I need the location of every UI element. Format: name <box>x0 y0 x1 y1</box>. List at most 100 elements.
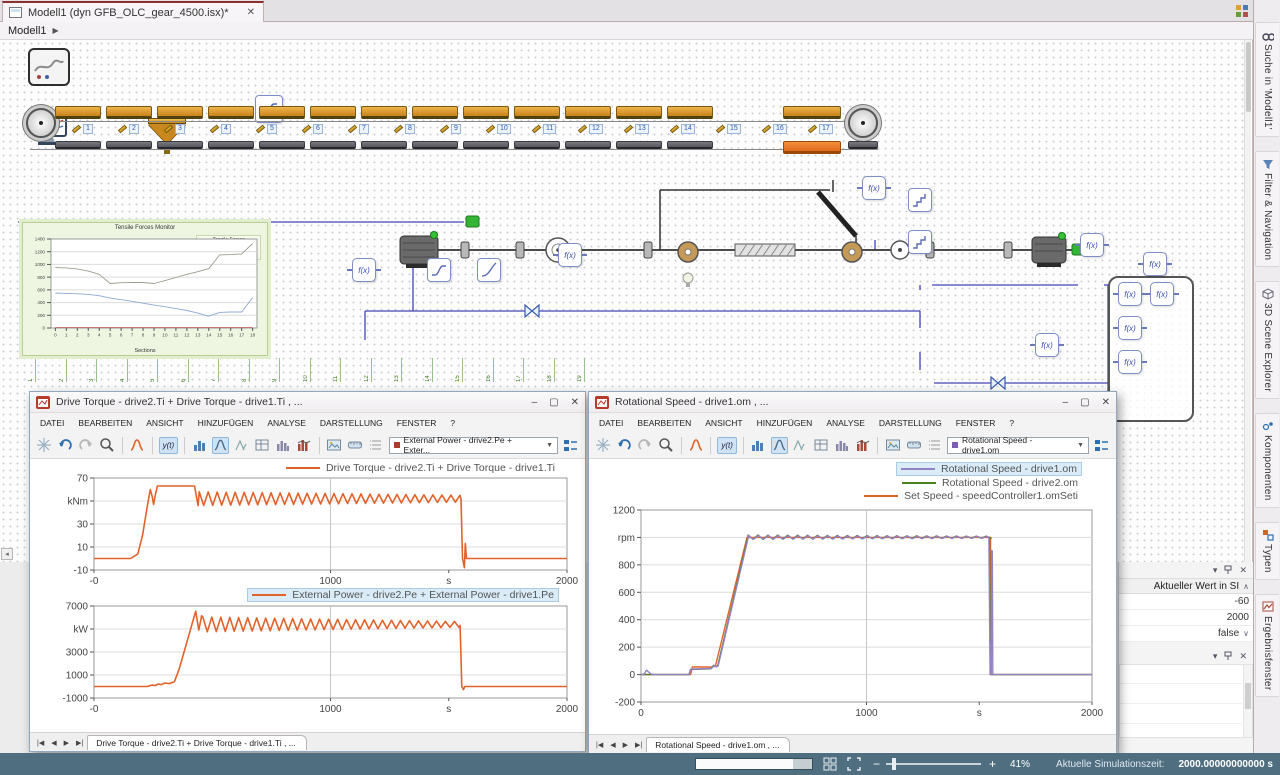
export-image-icon[interactable] <box>884 437 901 454</box>
side-tab-typen[interactable]: Typen <box>1255 522 1279 580</box>
menu-item-ansicht[interactable]: ANSICHT <box>146 418 183 428</box>
freeze-icon[interactable] <box>36 437 53 454</box>
nav-last-icon[interactable]: ▶| <box>73 739 86 750</box>
bar-chart-icon[interactable] <box>191 437 208 454</box>
legend-item-selected[interactable]: External Power - drive2.Pe + External Po… <box>247 588 559 602</box>
redo-icon[interactable] <box>78 437 95 454</box>
menu-item-?[interactable]: ? <box>1009 418 1014 428</box>
side-tab-3d-scene-explorer[interactable]: 3D Scene Explorer <box>1255 281 1279 399</box>
canvas-v-scrollbar[interactable] <box>1244 40 1251 562</box>
value-row[interactable]: false∨ <box>1119 626 1253 642</box>
fx-block[interactable]: f(x) <box>1035 333 1059 357</box>
belt-segment[interactable] <box>55 106 101 119</box>
belt-section-17[interactable]: 17 <box>808 124 833 134</box>
legend-item[interactable]: Drive Torque - drive2.Ti + Drive Torque … <box>282 462 559 474</box>
speed-chart[interactable]: 1200rpm8006004002000-20001000s2000 <box>595 502 1110 722</box>
y-t-plot-mode-button[interactable]: y(t) <box>717 437 737 454</box>
table-view-icon[interactable] <box>813 437 830 454</box>
belt-section-8[interactable]: 8 <box>394 124 415 134</box>
belt-section-12[interactable]: 12 <box>578 124 603 134</box>
belt-segment[interactable] <box>208 106 254 119</box>
zoom-icon[interactable] <box>99 437 116 454</box>
chevron-down-icon[interactable]: ▼ <box>546 442 553 449</box>
ruler-icon[interactable] <box>905 437 922 454</box>
menu-item-darstellung[interactable]: DARSTELLUNG <box>879 418 942 428</box>
belt-segment[interactable] <box>565 141 611 149</box>
table-view-icon[interactable] <box>254 437 271 454</box>
curve-selector-dropdown[interactable]: External Power - drive2.Pe + Exter... ▼ <box>389 437 558 454</box>
belt-section-9[interactable]: 9 <box>440 124 461 134</box>
maximize-icon[interactable]: ▢ <box>549 397 558 408</box>
zoom-icon[interactable] <box>658 437 675 454</box>
peak-chart-icon[interactable] <box>771 437 788 454</box>
belt-section-7[interactable]: 7 <box>348 124 369 134</box>
side-tab-komponenten[interactable]: Komponenten <box>1255 413 1279 508</box>
menu-item-fenster[interactable]: FENSTER <box>956 418 996 428</box>
nav-prev-icon[interactable]: ◀ <box>48 739 59 750</box>
belt-segment[interactable] <box>55 141 101 149</box>
curve-menu-icon[interactable] <box>129 437 146 454</box>
histogram-red-icon[interactable] <box>296 437 313 454</box>
menu-item-datei[interactable]: DATEI <box>599 418 623 428</box>
belt-segment[interactable] <box>514 141 560 149</box>
dropdown-icon[interactable]: ∨ <box>1243 629 1249 638</box>
fx-block[interactable]: f(x) <box>1080 233 1104 257</box>
nav-next-icon[interactable]: ▶ <box>61 739 72 750</box>
chevron-right-icon[interactable]: ▶ <box>53 26 59 35</box>
ruler-icon[interactable] <box>347 437 364 454</box>
drive-torque-window[interactable]: Drive Torque - drive2.Ti + Drive Torque … <box>29 391 586 752</box>
maximize-icon[interactable]: ▢ <box>1080 397 1089 408</box>
fx-block[interactable]: f(x) <box>1118 316 1142 340</box>
pin-icon[interactable] <box>1224 651 1232 661</box>
peak2-chart-icon[interactable] <box>792 437 809 454</box>
belt-segment[interactable] <box>106 141 152 149</box>
nav-next-icon[interactable]: ▶ <box>620 741 631 752</box>
close-icon[interactable]: ✕ <box>1239 651 1247 662</box>
fit-view-icon[interactable] <box>847 757 861 771</box>
belt-segment[interactable] <box>463 106 509 119</box>
minimize-icon[interactable]: – <box>532 397 538 408</box>
value-row[interactable]: -60 <box>1119 594 1253 610</box>
belt-segment[interactable] <box>361 106 407 119</box>
y-t-plot-mode-button[interactable]: y(t) <box>159 437 179 454</box>
signal-curve-block[interactable] <box>477 258 501 282</box>
panel-tree-icon[interactable] <box>562 437 579 454</box>
histogram-icon[interactable] <box>275 437 292 454</box>
zoom-slider-handle[interactable] <box>892 758 896 770</box>
rotational-speed-window[interactable]: Rotational Speed - drive1.om , ... – ▢ ✕… <box>588 391 1117 754</box>
nav-prev-icon[interactable]: ◀ <box>607 741 618 752</box>
belt-segment[interactable] <box>848 141 878 149</box>
menu-item-bearbeiten[interactable]: BEARBEITEN <box>637 418 691 428</box>
menu-item-bearbeiten[interactable]: BEARBEITEN <box>78 418 132 428</box>
zoom-slider[interactable] <box>886 763 981 765</box>
window-titlebar[interactable]: Rotational Speed - drive1.om , ... – ▢ ✕ <box>589 392 1116 413</box>
undo-icon[interactable] <box>616 437 633 454</box>
fx-block[interactable]: f(x) <box>1143 252 1167 276</box>
belt-segment[interactable] <box>616 141 662 149</box>
power-chart[interactable]: 7000kW30001000-1000-01000s2000 <box>36 602 579 714</box>
right-pulley-icon[interactable] <box>848 108 878 138</box>
legend-item[interactable]: Rotational Speed - drive2.om <box>898 477 1082 489</box>
signal-curve-block[interactable] <box>908 230 932 254</box>
belt-segment[interactable] <box>361 141 407 149</box>
left-pulley-icon[interactable] <box>26 108 56 138</box>
close-icon[interactable]: ✕ <box>1239 565 1247 576</box>
belt-segment[interactable] <box>157 141 203 149</box>
list-icon[interactable] <box>368 437 385 454</box>
side-tab-suche-in-modell1[interactable]: Suche in 'Modell1' <box>1255 22 1279 137</box>
panel-scrollbar[interactable] <box>1243 665 1252 737</box>
belt-segment[interactable] <box>514 106 560 119</box>
belt-segment[interactable] <box>565 106 611 119</box>
menu-item-fenster[interactable]: FENSTER <box>397 418 437 428</box>
curve-menu-icon[interactable] <box>688 437 705 454</box>
freeze-icon[interactable] <box>595 437 612 454</box>
dropdown-icon[interactable]: ▾ <box>1213 565 1218 576</box>
zoom-out-button[interactable]: − <box>873 757 880 771</box>
belt-segment[interactable] <box>667 141 713 149</box>
grid-view-icon[interactable] <box>823 757 837 771</box>
window-layout-icon[interactable] <box>1235 4 1249 18</box>
list-icon[interactable] <box>926 437 943 454</box>
value-row[interactable]: 2000 <box>1119 610 1253 626</box>
menu-item-analyse[interactable]: ANALYSE <box>826 418 865 428</box>
belt-section-1[interactable]: 1 <box>72 124 93 134</box>
